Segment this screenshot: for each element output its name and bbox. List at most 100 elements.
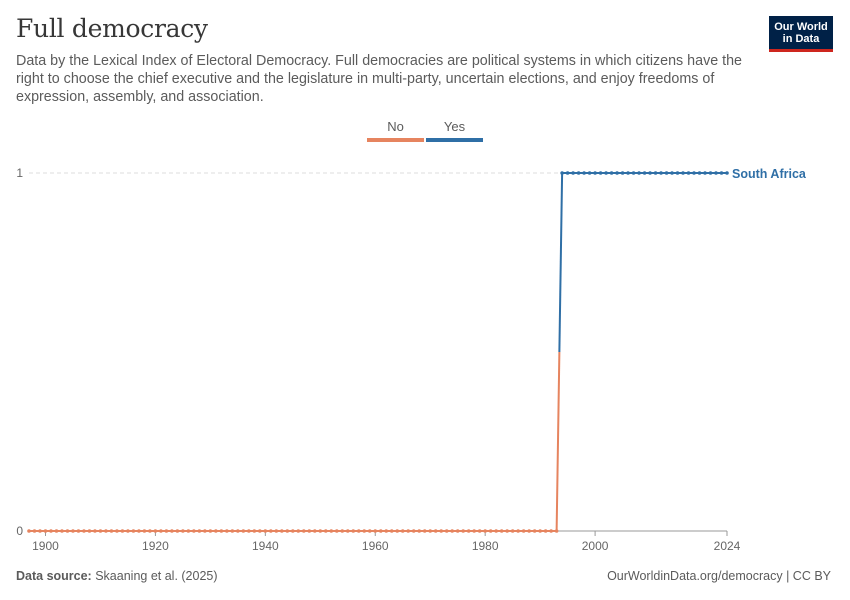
data-point-yes bbox=[631, 171, 636, 175]
data-point-no bbox=[71, 529, 75, 533]
data-point-no bbox=[203, 529, 207, 533]
data-point-no bbox=[411, 529, 416, 533]
series-connector-yes bbox=[558, 172, 564, 353]
data-point-yes bbox=[681, 171, 685, 175]
data-point-no bbox=[93, 529, 97, 533]
legend-label-no: No bbox=[387, 119, 404, 134]
data-point-no bbox=[109, 529, 114, 533]
data-point-yes bbox=[604, 171, 608, 175]
data-point-no bbox=[461, 529, 465, 533]
data-point-no bbox=[258, 529, 262, 533]
data-point-yes bbox=[576, 171, 581, 175]
x-tick-label: 1940 bbox=[252, 539, 279, 553]
data-point-yes bbox=[642, 171, 647, 175]
data-point-no bbox=[43, 529, 48, 533]
data-point-no bbox=[428, 529, 433, 533]
footer-link[interactable]: OurWorldinData.org/democracy | CC BY bbox=[607, 569, 831, 583]
data-point-yes bbox=[670, 171, 674, 175]
data-point-yes bbox=[626, 171, 630, 175]
data-point-no bbox=[60, 529, 64, 533]
data-point-no bbox=[532, 529, 537, 533]
data-point-no bbox=[307, 529, 312, 533]
data-point-no bbox=[225, 529, 229, 533]
data-point-no bbox=[247, 529, 251, 533]
data-point-yes bbox=[565, 171, 570, 175]
data-point-no bbox=[367, 529, 372, 533]
data-point-no bbox=[450, 529, 454, 533]
data-point-no bbox=[236, 529, 240, 533]
data-point-no bbox=[378, 529, 383, 533]
data-point-no bbox=[120, 529, 125, 533]
data-point-no bbox=[351, 529, 356, 533]
x-tick-label: 1960 bbox=[362, 539, 389, 553]
data-point-no bbox=[65, 529, 70, 533]
data-point-no bbox=[312, 529, 317, 533]
data-point-no bbox=[549, 529, 553, 533]
data-point-no bbox=[208, 529, 213, 533]
data-point-no bbox=[389, 529, 394, 533]
data-point-yes bbox=[587, 171, 592, 175]
data-point-no bbox=[466, 529, 471, 533]
data-point-no bbox=[27, 529, 31, 533]
data-point-yes bbox=[653, 171, 658, 175]
data-point-no bbox=[488, 529, 493, 533]
series-label: South Africa bbox=[732, 167, 807, 181]
data-point-yes bbox=[708, 171, 713, 175]
legend-item-no[interactable]: No bbox=[367, 119, 424, 143]
x-tick-label: 2000 bbox=[582, 539, 609, 553]
data-point-yes bbox=[692, 171, 696, 175]
data-point-yes bbox=[637, 171, 641, 175]
data-point-no bbox=[395, 529, 400, 533]
data-point-no bbox=[296, 529, 301, 533]
data-point-no bbox=[214, 529, 218, 533]
data-point-no bbox=[98, 529, 103, 533]
data-point-no bbox=[527, 529, 531, 533]
data-point-yes bbox=[703, 171, 707, 175]
data-point-yes bbox=[648, 171, 652, 175]
data-point-yes bbox=[560, 171, 564, 175]
legend: No Yes bbox=[367, 119, 483, 143]
data-point-no bbox=[115, 529, 119, 533]
data-point-no bbox=[433, 529, 438, 533]
chart-subtitle: Data by the Lexical Index of Electoral D… bbox=[16, 53, 743, 105]
data-point-no bbox=[241, 529, 246, 533]
data-point-yes bbox=[582, 171, 586, 175]
data-point-no bbox=[291, 529, 295, 533]
data-point-no bbox=[285, 529, 290, 533]
data-point-no bbox=[137, 529, 141, 533]
data-point-yes bbox=[593, 171, 597, 175]
data-source: Data source: Skaaning et al. (2025) bbox=[16, 569, 218, 583]
data-point-no bbox=[384, 529, 389, 533]
data-point-no bbox=[538, 529, 542, 533]
data-point-no bbox=[153, 529, 158, 533]
data-point-no bbox=[269, 529, 273, 533]
data-point-no bbox=[340, 529, 345, 533]
chart-title: Full democracy bbox=[16, 14, 208, 43]
data-point-yes bbox=[571, 171, 575, 175]
data-point-no bbox=[252, 529, 257, 533]
data-point-no bbox=[472, 529, 476, 533]
data-point-no bbox=[499, 529, 504, 533]
data-point-yes bbox=[686, 171, 691, 175]
data-point-no bbox=[148, 529, 152, 533]
data-point-no bbox=[510, 529, 515, 533]
owid-logo[interactable]: Our World in Data bbox=[769, 16, 833, 52]
data-point-no bbox=[131, 529, 136, 533]
data-point-no bbox=[219, 529, 224, 533]
data-point-no bbox=[104, 529, 108, 533]
y-tick-label: 0 bbox=[16, 524, 23, 538]
x-tick-label: 1920 bbox=[142, 539, 169, 553]
legend-item-yes[interactable]: Yes bbox=[426, 119, 483, 143]
data-point-no bbox=[455, 529, 460, 533]
data-source-text[interactable]: Skaaning et al. (2025) bbox=[95, 569, 218, 583]
data-point-no bbox=[439, 529, 444, 533]
data-point-no bbox=[32, 529, 37, 533]
data-point-no bbox=[38, 529, 42, 533]
data-point-yes bbox=[697, 171, 702, 175]
data-point-no bbox=[170, 529, 174, 533]
data-point-no bbox=[373, 529, 378, 533]
logo-line-2: in Data bbox=[782, 32, 820, 45]
data-point-no bbox=[417, 529, 422, 533]
data-point-no bbox=[263, 529, 268, 533]
